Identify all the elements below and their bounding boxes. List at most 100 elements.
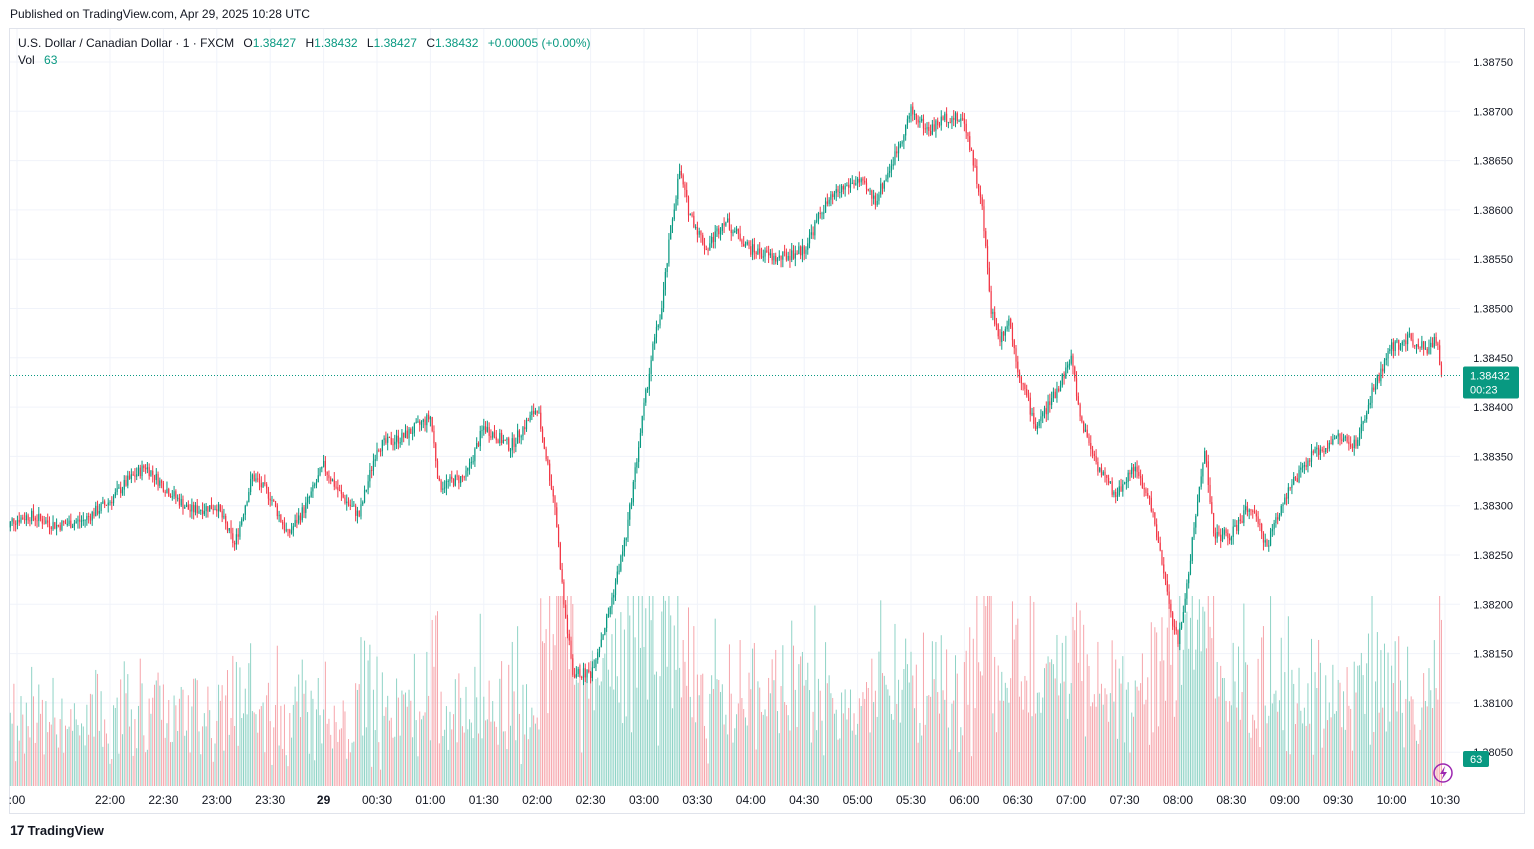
candle-body (488, 427, 490, 436)
candle-body (851, 182, 853, 184)
candle-body (876, 200, 878, 205)
volume-bar (723, 724, 725, 786)
volume-bar (1266, 723, 1268, 786)
candle-body (1004, 329, 1006, 336)
volume-bar (296, 701, 298, 786)
volume-bar (56, 734, 58, 786)
candle-body (817, 212, 820, 221)
volume-bar (228, 734, 230, 786)
candle-body (255, 478, 257, 482)
tradingview-footer[interactable]: 17 TradingView (10, 822, 104, 838)
candle-body (1038, 421, 1040, 426)
candle-body (1054, 391, 1056, 399)
time-axis[interactable]: :00 22:00 22:30 23:00 23:30 29 00:30 01:00 01:30… (9, 793, 1461, 807)
volume-bars (9, 596, 1442, 786)
candle-body (848, 184, 850, 188)
candle-body (921, 118, 923, 121)
candle-body (1364, 419, 1366, 422)
candle-body (1275, 517, 1277, 523)
volume-bar (638, 596, 640, 786)
volume-bar (283, 704, 285, 786)
volume-bar (1343, 691, 1345, 786)
candle-body (785, 252, 787, 260)
candle-body (885, 178, 887, 181)
volume-bar (187, 695, 189, 786)
volume-bar (962, 735, 964, 786)
candle-body (326, 471, 328, 475)
volume-bar (513, 691, 515, 786)
volume-bar (189, 752, 191, 786)
candle-body (130, 474, 132, 479)
volume-bar (550, 670, 552, 786)
candle-body (1115, 492, 1117, 497)
candle-body (1113, 492, 1115, 495)
volume-bar (926, 695, 928, 786)
candle-body (967, 132, 969, 137)
volume-bar (1124, 742, 1126, 786)
candle-body (862, 178, 864, 181)
candle-body (25, 515, 27, 521)
candle-body (347, 501, 350, 505)
candle-body (1250, 509, 1252, 511)
volume-bar (173, 695, 175, 786)
candle-body (919, 120, 921, 123)
candle-body (237, 534, 239, 537)
volume-label: Vol (18, 53, 35, 67)
candle-body (844, 186, 846, 190)
volume-bar (600, 681, 602, 786)
candle-body (1074, 366, 1076, 379)
volume-bar (175, 705, 177, 786)
candle-body (1136, 466, 1138, 472)
candle-body (406, 430, 408, 439)
candle-body (1433, 336, 1435, 348)
candle-body (182, 499, 184, 509)
volume-bar (1410, 696, 1412, 786)
candle-body (198, 510, 200, 514)
lightning-icon[interactable] (1433, 763, 1453, 783)
volume-bar (1072, 616, 1074, 786)
candle-body (679, 170, 681, 179)
price-axis[interactable]: 1.387501.387001.386501.386001.385501.385… (1473, 57, 1513, 759)
volume-bar (9, 712, 11, 786)
candle-body (232, 533, 234, 544)
volume-bar (876, 716, 878, 786)
volume-bar (488, 680, 490, 786)
volume-bar (1261, 637, 1263, 786)
volume-bar (196, 680, 198, 786)
candle-body (209, 505, 211, 512)
volume-bar (1230, 705, 1232, 786)
candle-body (755, 252, 757, 255)
candle-body (1015, 348, 1017, 362)
candle-body (143, 465, 145, 469)
candle-body (355, 505, 357, 516)
candle-body (1392, 342, 1394, 352)
volume-bar (68, 726, 70, 786)
volume-bar (70, 709, 72, 786)
candle-body (166, 488, 168, 493)
volume-bar (1341, 727, 1343, 786)
symbol-name[interactable]: U.S. Dollar / Canadian Dollar · 1 · FXCM (18, 36, 235, 50)
volume-bar (887, 689, 889, 786)
candle-body (1173, 625, 1176, 628)
candle-body (614, 582, 617, 595)
volume-bar (105, 733, 107, 786)
volume-bar (312, 698, 314, 786)
candle-body (32, 510, 35, 518)
volume-bar (463, 732, 465, 786)
candle-body (958, 120, 960, 122)
candle-body (684, 184, 686, 190)
candle-body (353, 505, 355, 507)
volume-bar (114, 707, 116, 786)
volume-bar (534, 723, 536, 786)
candle-body (680, 170, 682, 176)
volume-bar (588, 698, 590, 786)
volume-bar (586, 676, 588, 786)
candle-body (853, 182, 855, 185)
volume-bar (1118, 668, 1120, 786)
candle-body (1195, 515, 1197, 528)
candle-body (525, 420, 528, 430)
candle-body (508, 438, 510, 451)
volume-bar (604, 653, 606, 786)
volume-bar (102, 746, 104, 786)
